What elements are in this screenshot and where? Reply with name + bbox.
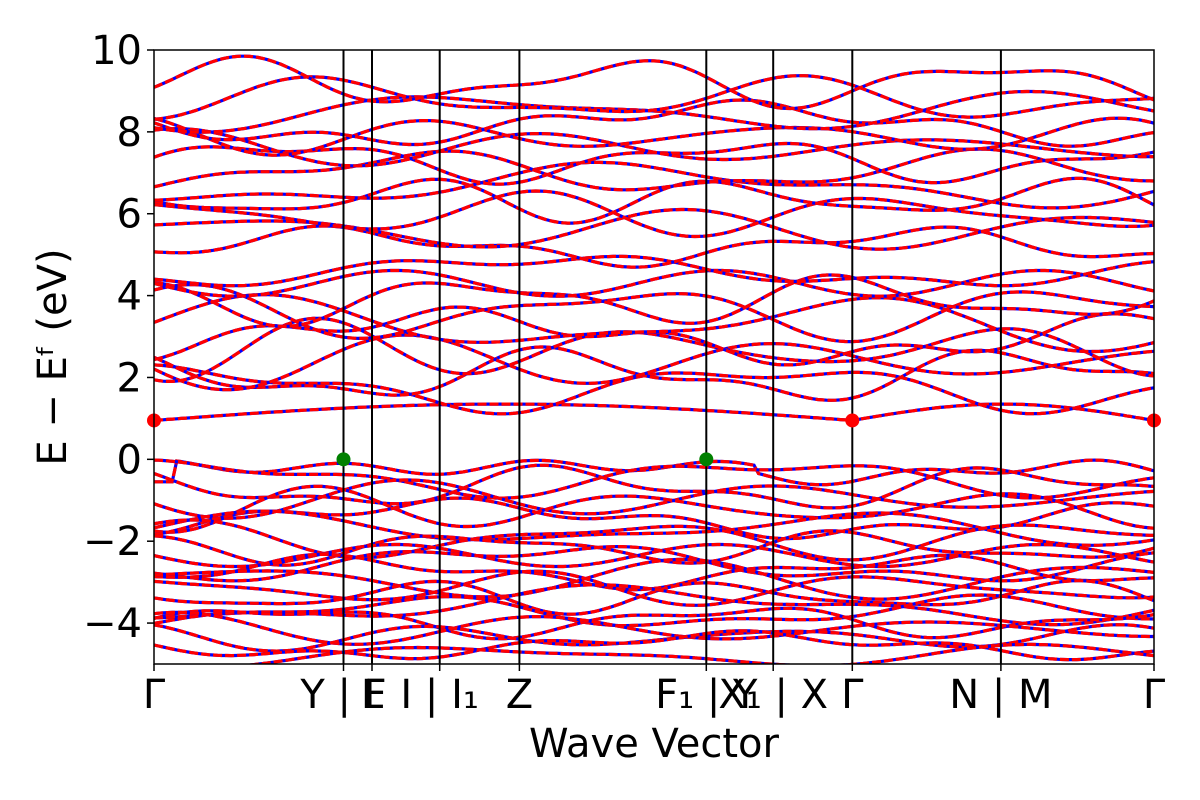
x-tick-label: X₁ | X <box>718 672 828 718</box>
band-line-spin-down <box>154 189 1154 239</box>
band-line-spin-down <box>154 282 1154 344</box>
x-axis-label: Wave Vector <box>529 721 780 767</box>
band-line-spin-down <box>154 292 1154 354</box>
band-line-spin-down <box>154 478 1154 520</box>
band-line-spin-down <box>154 484 1154 534</box>
band-line-spin-down <box>154 529 1154 567</box>
band-line-spin-down <box>154 642 1154 664</box>
y-tick-label: 2 <box>117 355 142 401</box>
band-line-spin-down <box>154 176 1154 225</box>
band-line-spin-down <box>154 98 1154 148</box>
y-tick-label: 6 <box>117 192 142 238</box>
band-line-spin-down <box>154 273 1154 329</box>
band-line-spin-down <box>154 126 1154 168</box>
band-line-spin-down <box>154 268 1154 298</box>
y-tick-label: 8 <box>117 110 142 156</box>
band-line-spin-down <box>154 54 1154 111</box>
band-line-spin-down <box>154 254 1154 288</box>
y-tick-label: 10 <box>91 28 142 74</box>
x-tick-label: Γ <box>841 672 864 718</box>
plot-frame <box>153 49 1155 665</box>
y-axis-ticks: −4 −2 0 2 4 6 8 10 <box>83 28 154 647</box>
band-line-spin-down <box>154 363 1154 416</box>
band-line-spin-down <box>154 458 1154 487</box>
x-tick-label: L <box>361 672 384 718</box>
high-symmetry-lines <box>342 50 1002 664</box>
band-line-spin-down <box>154 207 1154 251</box>
band-line-spin-down <box>154 458 1154 500</box>
band-line-spin-down <box>154 557 1154 601</box>
cbm-marker <box>845 413 860 428</box>
band-line-spin-down <box>154 116 1154 157</box>
band-line-spin-down <box>154 606 1154 641</box>
y-tick-label: 4 <box>117 274 142 320</box>
band-line-spin-down <box>154 509 1154 547</box>
bands-layer <box>154 54 1154 664</box>
x-tick-label: Y | F <box>299 672 386 718</box>
x-tick-label: Γ <box>1143 672 1166 718</box>
band-line-spin-down <box>154 74 1154 121</box>
x-tick-label: Z <box>506 672 533 718</box>
band-line-spin-down <box>154 593 1154 628</box>
vbm-marker <box>699 452 714 467</box>
vbm-marker <box>336 452 351 467</box>
band-line-spin-down <box>154 333 1154 392</box>
y-axis-label: E − Eᶠ (eV) <box>30 248 76 465</box>
x-tick-label: F₁ | Y <box>655 672 758 718</box>
band-line-spin-down <box>154 402 1154 422</box>
y-tick-label: 0 <box>117 437 142 483</box>
band-line-spin-down <box>154 579 1154 616</box>
x-tick-label: I | I₁ <box>400 672 479 718</box>
band-line-spin-down <box>154 569 1154 607</box>
y-tick-label: −2 <box>83 519 142 565</box>
x-axis-ticks: Γ Y | FL I | I₁ Z F₁ | YX₁ | X Γ N | M Γ <box>143 664 1166 718</box>
band-line-spin-down <box>154 160 1154 210</box>
band-line-spin-down <box>154 610 1154 646</box>
x-tick-label: Γ <box>143 672 166 718</box>
y-tick-label: −4 <box>83 601 142 647</box>
x-tick-label: N | M <box>949 672 1052 718</box>
band-line-spin-down <box>154 224 1154 269</box>
